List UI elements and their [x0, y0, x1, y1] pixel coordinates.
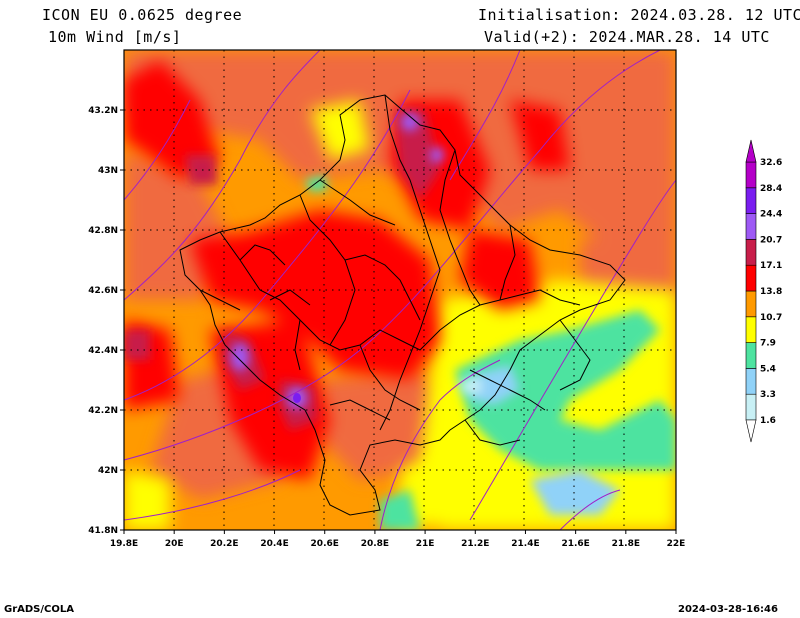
latitude-axis: 41.8N 42N 42.2N 42.4N 42.6N 42.8N 43N 43.2N: [88, 106, 124, 536]
colorbar-level-label: 32.6: [760, 158, 782, 168]
lon-tick-label: 19.8E: [110, 539, 138, 549]
colorbar-segment: [745, 213, 757, 240]
colorbar-segment: [745, 264, 757, 292]
lon-tick-label: 22E: [667, 539, 686, 549]
colorbar-level-label: 3.3: [760, 390, 776, 400]
colorbar-level-label: 20.7: [760, 235, 782, 245]
wind-speed-field: [124, 50, 676, 530]
lat-tick-label: 43N: [98, 166, 118, 176]
lon-tick-label: 20.6E: [311, 539, 339, 549]
lon-tick-label: 21.6E: [561, 539, 589, 549]
colorbar-level-label: 5.4: [760, 364, 776, 374]
initialisation-time: Initialisation: 2024.03.28. 12 UTC: [478, 6, 800, 24]
colorbar-level-label: 17.1: [760, 261, 782, 271]
lon-tick-label: 21.4E: [511, 539, 539, 549]
colorbar-level-label: 7.9: [760, 339, 776, 349]
colorbar-level-label: 13.8: [760, 287, 782, 297]
colorbar-level-label: 28.4: [760, 184, 782, 194]
colorbar-segment: [745, 393, 757, 421]
colorbar-segment: [745, 187, 757, 214]
map-title: ICON EU 0.0625 degree: [42, 6, 243, 24]
lat-tick-label: 42.4N: [88, 346, 118, 356]
colorbar-level-label: 1.6: [760, 416, 776, 426]
graticule: [124, 50, 676, 530]
colorbar-min-arrow: [745, 419, 757, 443]
lat-tick-label: 42.8N: [88, 226, 118, 236]
colorbar-level-label: 24.4: [760, 210, 782, 220]
wind-streamlines: [124, 50, 676, 530]
credit-label: GrADS/COLA: [4, 604, 74, 615]
lon-tick-label: 20.4E: [260, 539, 288, 549]
lat-tick-label: 41.8N: [88, 526, 118, 536]
lat-tick-label: 42.2N: [88, 406, 118, 416]
colorbar-segment: [745, 368, 757, 395]
colorbar-segment: [745, 239, 757, 266]
lon-tick-label: 20E: [165, 539, 184, 549]
variable-title: 10m Wind [m/s]: [48, 28, 182, 46]
boundaries: [179, 94, 626, 516]
colorbar-segment: [745, 161, 757, 189]
colorbar-segment: [745, 316, 757, 343]
colorbar-level-label: 10.7: [760, 313, 782, 323]
lon-tick-label: 21.8E: [612, 539, 640, 549]
longitude-axis: 19.8E 20E 20.2E 20.4E 20.6E 20.8E 21E 21.2E 21.4…: [110, 530, 686, 549]
lon-tick-label: 20.2E: [210, 539, 238, 549]
lon-tick-label: 20.8E: [361, 539, 389, 549]
colorbar: 1.6 3.3 5.4 7.9 10.7 13.8 17.1 20.7 24.4 28.4 32.6: [745, 139, 782, 443]
colorbar-max-arrow: [745, 139, 757, 163]
lat-tick-label: 42N: [98, 466, 118, 476]
colorbar-segment: [745, 290, 757, 318]
colorbar-segment: [745, 342, 757, 369]
lat-tick-label: 42.6N: [88, 286, 118, 296]
lon-tick-label: 21.2E: [461, 539, 489, 549]
render-timestamp: 2024-03-28-16:46: [678, 604, 778, 615]
lon-tick-label: 21E: [416, 539, 435, 549]
valid-time: Valid(+2): 2024.MAR.28. 14 UTC: [484, 28, 770, 46]
lat-tick-label: 43.2N: [88, 106, 118, 116]
